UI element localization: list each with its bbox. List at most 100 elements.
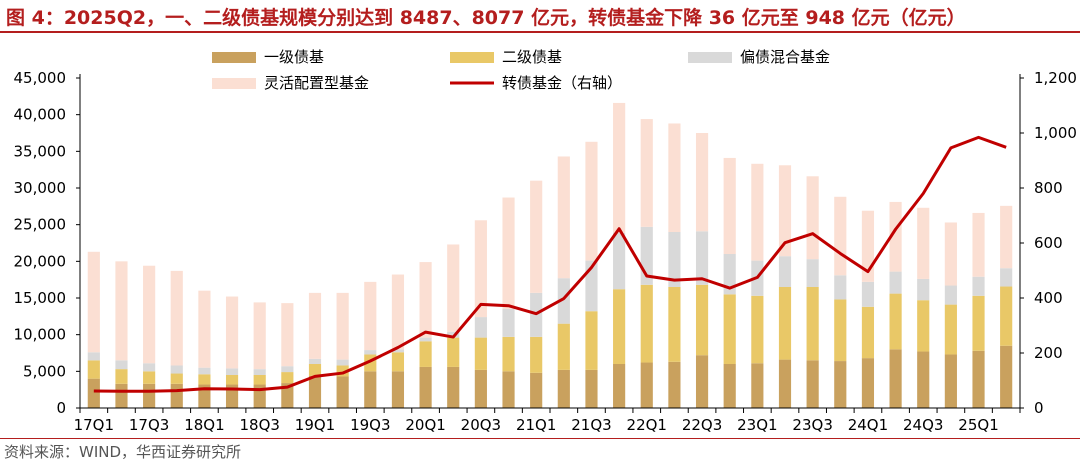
bar-erji-21Q2	[557, 323, 570, 370]
bar-pianzhai-25Q2	[1000, 268, 1013, 287]
bar-yiji-25Q2	[1000, 345, 1013, 408]
bar-linghuo-19Q1	[308, 292, 322, 359]
bar-pianzhai-18Q1	[198, 367, 211, 375]
bar-yiji-24Q3	[917, 351, 930, 408]
x-tick-label-18Q3: 18Q3	[239, 416, 279, 434]
bar-erji-17Q1	[87, 360, 100, 379]
bar-linghuo-17Q4	[170, 270, 183, 366]
bar-erji-18Q1	[198, 374, 211, 385]
bar-pianzhai-24Q4	[944, 285, 957, 305]
legend-pianzhai-swatch	[688, 52, 732, 63]
bar-erji-18Q3	[253, 375, 266, 385]
bar-yiji-17Q3	[143, 383, 156, 408]
bar-pianzhai-20Q2	[447, 331, 460, 338]
chart-svg: 0 5,000 10,000 15,000 20,000 25,000 30,000 35,0…	[14, 48, 1077, 434]
bar-pianzhai-23Q3	[806, 259, 819, 287]
bar-pianzhai-19Q3	[364, 350, 377, 355]
bar-erji-22Q4	[723, 294, 736, 364]
bar-linghuo-24Q1	[861, 210, 875, 282]
bar-erji-20Q1	[419, 341, 432, 367]
bar-pianzhai-22Q3	[695, 231, 709, 285]
bar-erji-25Q1	[972, 295, 985, 351]
bar-pianzhai-21Q2	[557, 278, 570, 324]
bar-linghuo-18Q4	[281, 303, 294, 367]
legend-erji-swatch	[450, 52, 494, 63]
bar-linghuo-23Q1	[751, 163, 764, 261]
bar-pianzhai-22Q4	[723, 254, 736, 295]
chart-area: 0 5,000 10,000 15,000 20,000 25,000 30,000 35,0…	[0, 34, 1080, 438]
bar-linghuo-20Q4	[502, 197, 515, 309]
bar-pianzhai-19Q2	[336, 359, 349, 366]
bar-erji-25Q2	[1000, 286, 1013, 346]
bar-yiji-24Q1	[861, 358, 875, 408]
bar-pianzhai-19Q4	[391, 349, 405, 353]
bar-pianzhai-21Q3	[585, 260, 598, 312]
line-zhuanzhai-series	[93, 135, 1007, 393]
bar-yiji-19Q4	[391, 371, 405, 408]
legend-pianzhai-label: 偏债混合基金	[740, 48, 830, 66]
bar-pianzhai-25Q1	[972, 276, 985, 296]
bar-linghuo-17Q3	[143, 265, 156, 364]
bar-erji-19Q2	[336, 365, 349, 377]
bar-linghuo-23Q2	[778, 165, 792, 257]
bar-yiji-22Q4	[723, 364, 736, 408]
title-divider	[0, 31, 1080, 33]
bar-erji-24Q3	[917, 300, 930, 352]
bar-yiji-23Q1	[751, 363, 764, 408]
y-right-tick-label: 600	[1034, 234, 1063, 252]
legend-linghuo-label: 灵活配置型基金	[264, 74, 369, 92]
x-tick-label-22Q3: 22Q3	[682, 416, 722, 434]
bar-linghuo-19Q2	[336, 292, 349, 360]
bar-pianzhai-18Q4	[281, 366, 294, 373]
bar-yiji-21Q1	[530, 372, 543, 408]
bar-yiji-24Q4	[944, 354, 957, 408]
y-right-tick-label: 800	[1034, 179, 1063, 197]
y-left-tick-label: 25,000	[14, 216, 67, 234]
bar-linghuo-20Q2	[447, 244, 460, 332]
bar-linghuo-24Q4	[944, 222, 957, 286]
bar-linghuo-18Q2	[225, 296, 239, 369]
bar-yiji-17Q1	[87, 378, 100, 408]
x-tick-label-24Q1: 24Q1	[848, 416, 888, 434]
y-left-tick-label: 40,000	[14, 106, 67, 124]
y-left-tick-label: 0	[56, 399, 66, 417]
y-left-tick-label: 10,000	[14, 326, 67, 344]
y-left-tick-label: 20,000	[14, 252, 67, 270]
bar-yiji-20Q1	[419, 366, 432, 408]
bar-yiji-22Q1	[640, 362, 653, 408]
bar-yiji-25Q1	[972, 350, 985, 408]
bar-pianzhai-17Q1	[87, 352, 100, 361]
bar-yiji-21Q2	[557, 369, 570, 408]
y-right-tick-label: 0	[1034, 399, 1044, 417]
bar-pianzhai-17Q4	[170, 365, 183, 374]
bar-pianzhai-22Q2	[668, 232, 681, 287]
bar-erji-24Q4	[944, 304, 957, 355]
bar-pianzhai-23Q4	[834, 275, 847, 300]
bar-yiji-21Q4	[613, 364, 626, 408]
bar-erji-19Q1	[308, 364, 322, 376]
bar-erji-24Q1	[861, 306, 875, 359]
bar-linghuo-24Q2	[889, 201, 902, 272]
bar-pianzhai-20Q3	[474, 317, 487, 338]
bar-pianzhai-18Q3	[253, 369, 266, 375]
bar-yiji-23Q4	[834, 361, 847, 408]
bar-erji-18Q4	[281, 372, 294, 384]
bar-linghuo-21Q4	[613, 102, 626, 233]
bar-erji-17Q3	[143, 371, 156, 384]
x-tick-label-19Q3: 19Q3	[350, 416, 390, 434]
chart-title: 图 4：2025Q2，一、二级债基规模分别达到 8487、8077 亿元，转债基…	[6, 7, 966, 29]
bar-linghuo-22Q3	[695, 133, 709, 232]
bar-pianzhai-17Q2	[115, 360, 128, 370]
bar-erji-17Q2	[115, 369, 128, 384]
bar-linghuo-18Q3	[253, 302, 266, 370]
bar-yiji-22Q2	[668, 361, 681, 408]
bar-erji-23Q1	[751, 295, 764, 364]
y-left-tick-label: 30,000	[14, 179, 67, 197]
bar-linghuo-22Q2	[668, 123, 681, 232]
bar-linghuo-22Q1	[640, 119, 653, 227]
bar-yiji-19Q2	[336, 376, 349, 408]
bar-pianzhai-21Q4	[613, 232, 626, 290]
bar-yiji-17Q4	[170, 383, 183, 408]
bar-pianzhai-18Q2	[225, 368, 239, 375]
bar-yiji-24Q2	[889, 349, 902, 408]
